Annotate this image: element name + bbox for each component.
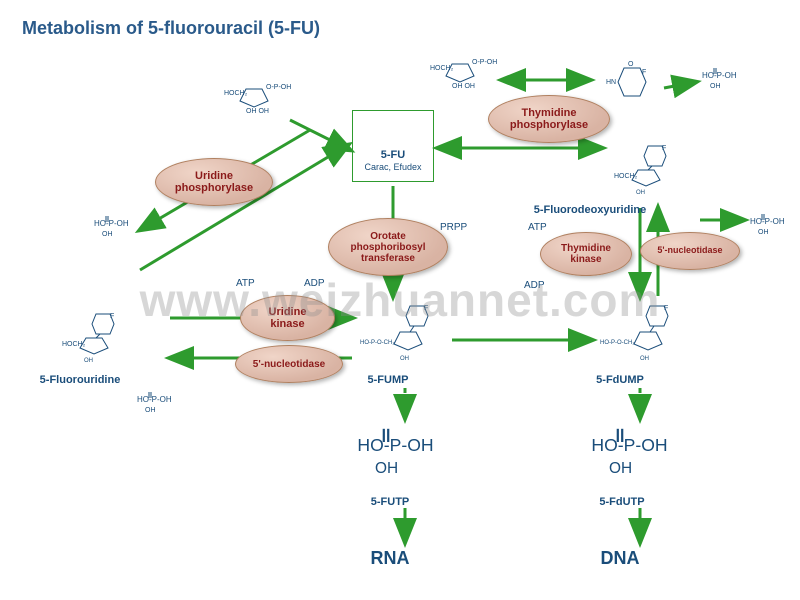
- label-fump: 5-FUMP: [368, 374, 409, 386]
- svg-text:OH OH: OH OH: [452, 83, 475, 90]
- svg-text:OH: OH: [609, 460, 632, 477]
- svg-text:OH: OH: [84, 358, 93, 364]
- svg-text:F: F: [424, 305, 428, 312]
- svg-text:OH: OH: [758, 229, 769, 236]
- svg-text:HO-P-OH: HO-P-OH: [750, 217, 785, 226]
- label-fluorouridine: 5-Fluorouridine: [40, 374, 121, 386]
- svg-text:HO-P-O-CH₂: HO-P-O-CH₂: [600, 340, 635, 346]
- endpoint-rna: RNA: [371, 548, 410, 569]
- molecule-m-phos-4: HO-P-OH OH: [135, 388, 175, 418]
- svg-text:HOCH₂: HOCH₂: [430, 65, 454, 72]
- svg-text:HOCH₂: HOCH₂: [224, 90, 248, 97]
- small-label-prpp: PRPP: [440, 222, 467, 233]
- endpoint-dna: DNA: [601, 548, 640, 569]
- enzyme-thymidine-phosphorylase: Thymidinephosphorylase: [488, 95, 610, 143]
- label-fdutp: 5-FdUTP: [599, 496, 644, 508]
- molecule-m-nucleoside-2: HOCH₂ F OH: [60, 308, 130, 366]
- svg-text:HO-P-OH: HO-P-OH: [94, 219, 129, 228]
- svg-text:F: F: [642, 69, 646, 76]
- small-label-adp-2: ADP: [524, 280, 545, 291]
- small-label-atp-1: ATP: [236, 278, 255, 289]
- molecule-m-nucleotide-1: HO-P-O-CH₂ F OH: [358, 300, 444, 366]
- svg-text:OH: OH: [102, 231, 113, 238]
- svg-text:OH OH: OH OH: [246, 108, 269, 115]
- svg-text:OH: OH: [710, 83, 721, 90]
- enzyme-orotate-prt: Orotatephosphoribosyltransferase: [328, 218, 448, 276]
- enzyme-uridine-phosphorylase: Uridinephosphorylase: [155, 158, 273, 206]
- molecule-m-sugar-2: HOCH₂ O-P-OH OH OH: [428, 50, 500, 90]
- molecule-m-phos-3: HO-P-OH OH: [748, 210, 788, 240]
- svg-text:O-P-OH: O-P-OH: [266, 84, 291, 91]
- molecule-m-tripphos-2: HO-P-OH OH: [572, 420, 690, 486]
- svg-text:OH: OH: [640, 356, 649, 362]
- svg-text:HO-P-OH: HO-P-OH: [702, 71, 737, 80]
- molecule-m-phos-2: HO-P-OH OH: [700, 64, 740, 94]
- svg-text:F: F: [664, 305, 668, 312]
- enzyme-nucleotidase-2: 5'-nucleotidase: [640, 232, 740, 270]
- svg-text:OH: OH: [145, 407, 156, 414]
- svg-text:HO-P-OH: HO-P-OH: [591, 435, 667, 455]
- label-fdump: 5-FdUMP: [596, 374, 644, 386]
- compound-5fu-box: 5-FU Carac, Efudex: [352, 110, 434, 182]
- svg-text:HN: HN: [606, 79, 616, 86]
- svg-text:HOCH₂: HOCH₂: [62, 341, 86, 348]
- svg-text:OH: OH: [400, 356, 409, 362]
- small-label-adp-1: ADP: [304, 278, 325, 289]
- molecule-m-sugar-1: HOCH₂ O-P-OH OH OH: [222, 75, 294, 115]
- enzyme-uridine-kinase: Uridinekinase: [240, 295, 335, 341]
- arrow-a5b: [664, 82, 696, 88]
- label-futp: 5-FUTP: [371, 496, 410, 508]
- enzyme-nucleotidase-1: 5'-nucleotidase: [235, 345, 343, 383]
- svg-text:OH: OH: [636, 190, 645, 196]
- compound-5fu-name: 5-FU: [357, 149, 429, 162]
- svg-text:F: F: [662, 145, 666, 152]
- molecule-m-nucleoside-1: HOCH₂ F OH: [612, 140, 682, 198]
- svg-text:HO-P-OH: HO-P-OH: [137, 395, 172, 404]
- molecule-m-tripphos-1: HO-P-OH OH: [338, 420, 456, 486]
- molecule-m-nucleotide-2: HO-P-O-CH₂ F OH: [598, 300, 684, 366]
- label-fluorodeoxyuridine: 5-Fluorodeoxyuridine: [534, 204, 646, 216]
- svg-text:OH: OH: [375, 460, 398, 477]
- molecule-m-pyrimidine-1: HN F O: [602, 60, 658, 110]
- svg-text:O-P-OH: O-P-OH: [472, 59, 497, 66]
- enzyme-thymidine-kinase: Thymidinekinase: [540, 232, 632, 276]
- svg-text:F: F: [110, 313, 114, 320]
- molecule-m-phos-1: HO-P-OH OH: [92, 212, 132, 242]
- svg-text:HO-P-OH: HO-P-OH: [357, 435, 433, 455]
- svg-text:O: O: [628, 61, 634, 68]
- compound-5fu-sub: Carac, Efudex: [357, 162, 429, 173]
- svg-text:HO-P-O-CH₂: HO-P-O-CH₂: [360, 340, 395, 346]
- svg-text:HOCH₂: HOCH₂: [614, 173, 638, 180]
- small-label-atp-2: ATP: [528, 222, 547, 233]
